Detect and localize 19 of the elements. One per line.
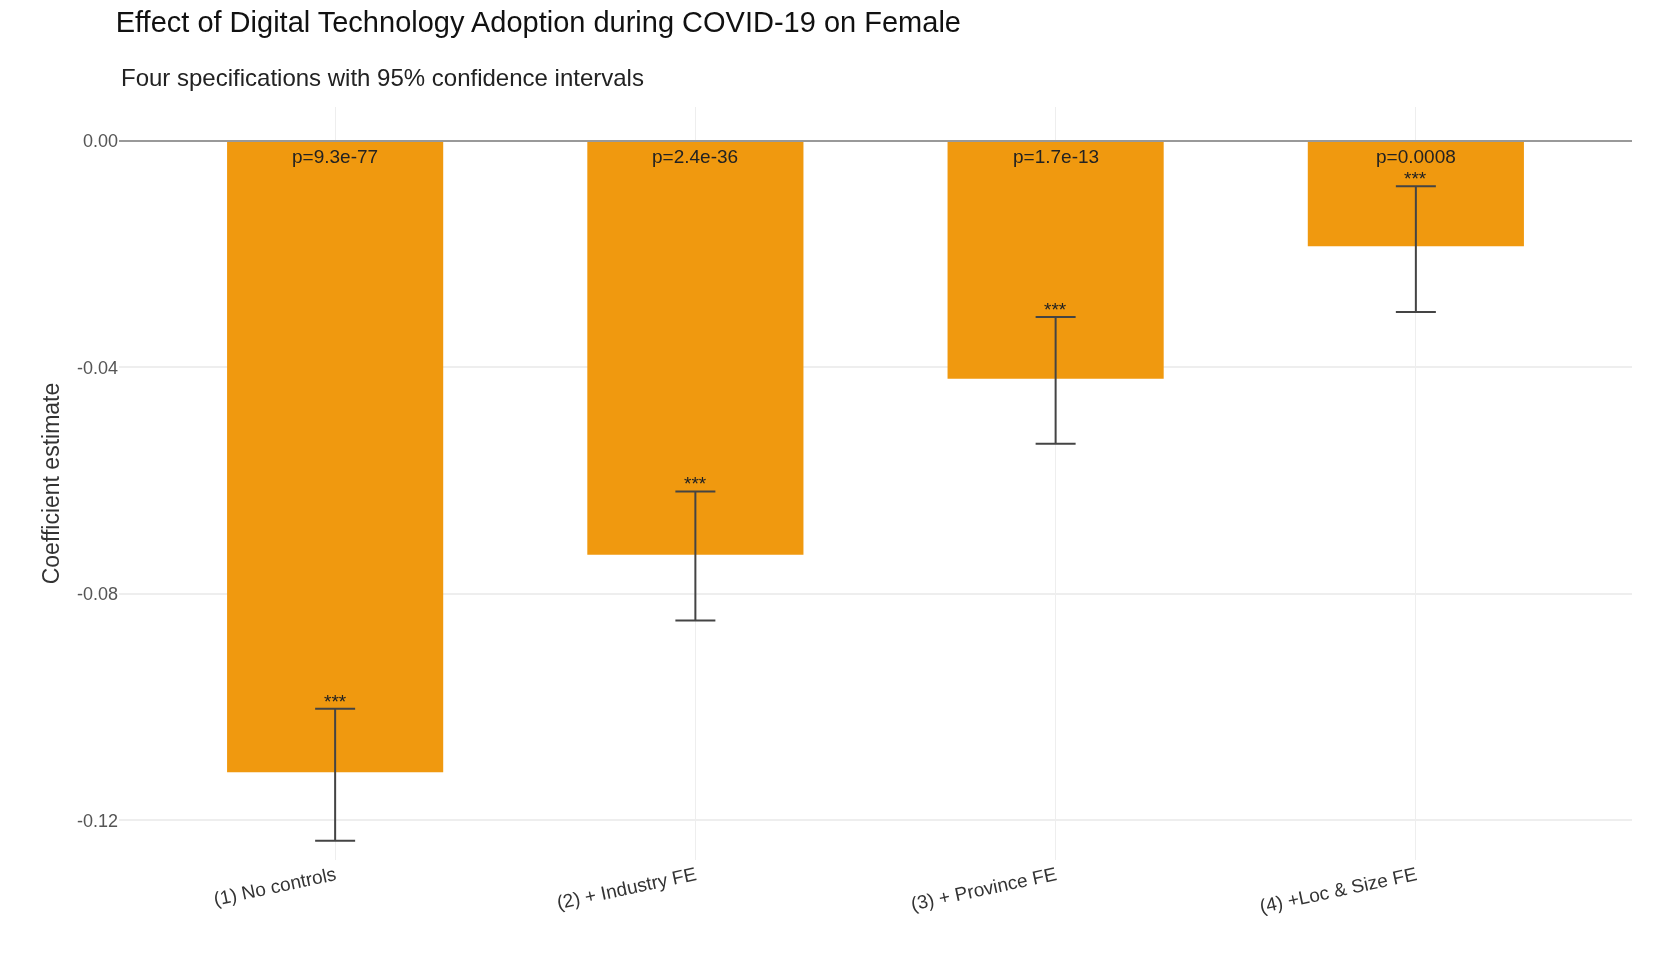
x-tick-label: (4) +Loc & Size FE [1257, 863, 1419, 917]
annotation: p=2.4e-36 [652, 146, 739, 167]
annotation: p=9.3e-77 [292, 146, 379, 167]
y-tick-label: -0.04 [76, 357, 118, 378]
annotation: *** [1044, 299, 1067, 320]
annotation: p=1.7e-13 [1013, 146, 1100, 167]
x-tick-label: (3) + Province FE [908, 863, 1059, 915]
annotation: p=0.0008 [1376, 146, 1456, 167]
y-tick-label: -0.08 [76, 584, 118, 605]
y-tick-label: 0.00 [82, 131, 118, 152]
chart-title: Effect of Digital Technology Adoption during COVID-19 on Female [115, 5, 961, 38]
x-tick-label: (1) No controls [211, 863, 338, 910]
annotation: *** [324, 691, 347, 712]
chart-subtitle: Four specifications with 95% confidence intervals [121, 64, 644, 91]
annotation: *** [1404, 168, 1427, 189]
annotation: *** [684, 473, 707, 494]
y-axis-title: Coefficient estimate [38, 382, 65, 585]
x-tick-label: (2) + Industry FE [554, 863, 699, 914]
y-tick-label: -0.12 [76, 810, 118, 831]
